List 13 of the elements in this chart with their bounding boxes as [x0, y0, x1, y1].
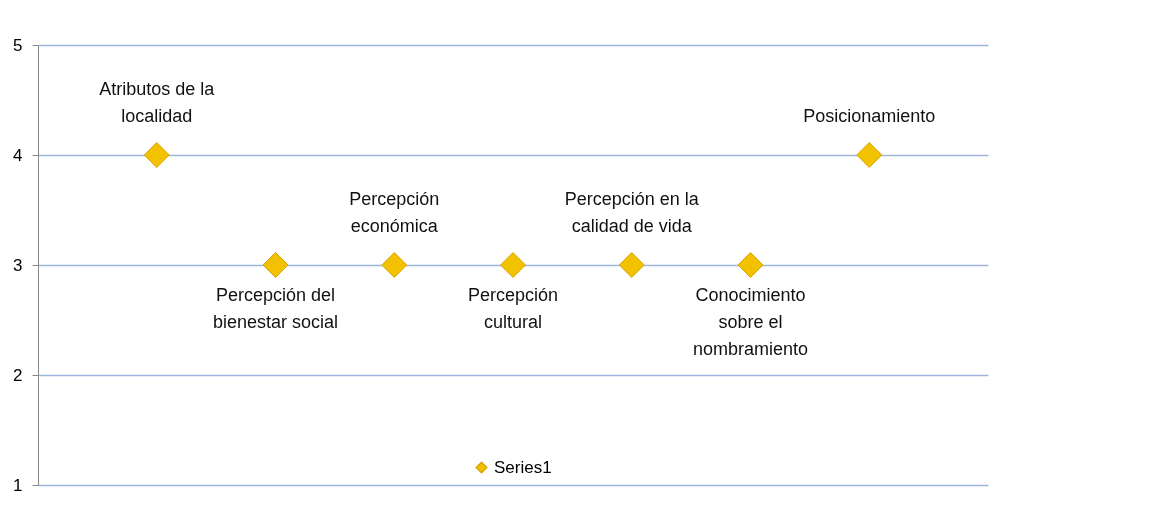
x-tick-label: Atributos de la localidad — [99, 79, 216, 126]
x-tick-label: Percepción económica — [349, 189, 440, 236]
x-tick-label: Conocimiento sobre el nombramiento — [692, 285, 809, 359]
y-tick-label: 5 — [13, 35, 23, 55]
x-tick-label: Posicionamiento — [803, 106, 936, 126]
y-tick-label: 3 — [13, 255, 23, 275]
x-tick-label: Percepción cultural — [467, 285, 559, 332]
x-tick-label: Percepción del bienestar social — [212, 285, 339, 332]
y-tick-label: 1 — [13, 475, 23, 495]
y-tick-label: 4 — [13, 145, 23, 165]
x-tick-label: Percepción en la calidad de vida — [564, 189, 700, 236]
y-tick-label: 2 — [13, 365, 23, 385]
legend-label: Series1 — [494, 457, 552, 477]
